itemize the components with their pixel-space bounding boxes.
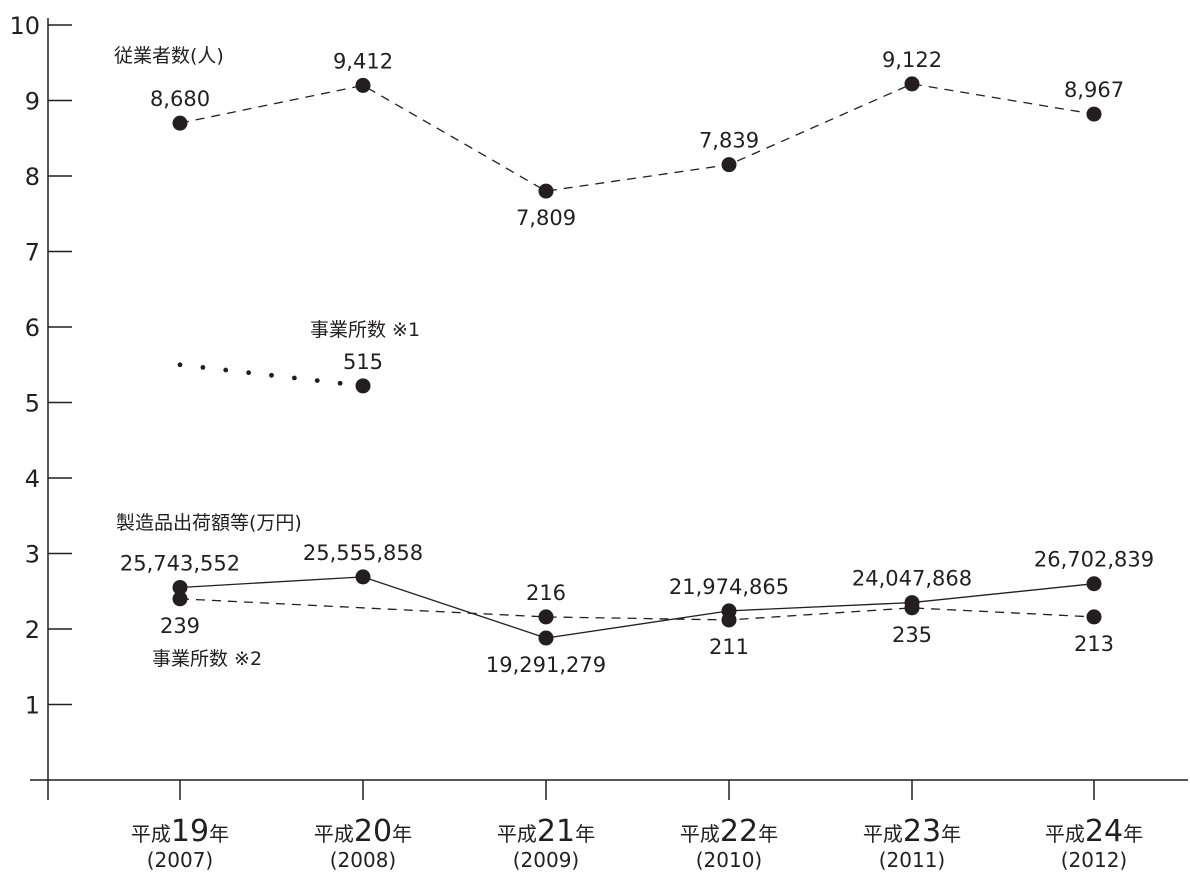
x-tick-year-number: 24 bbox=[1085, 814, 1123, 849]
x-tick-western-year-24: (2012) bbox=[1061, 848, 1128, 872]
x-tick-era: 平成 bbox=[863, 822, 903, 846]
x-tick-western-year-21: (2009) bbox=[513, 848, 580, 872]
x-tick-year-number: 21 bbox=[537, 814, 575, 849]
y-tick-label-7: 7 bbox=[25, 239, 40, 267]
establishments1-point-20 bbox=[355, 378, 371, 394]
series-name-employees: 従業者数(人) bbox=[114, 45, 224, 67]
x-tick-era: 平成 bbox=[1045, 822, 1085, 846]
x-tick-era: 平成 bbox=[680, 822, 720, 846]
employees-point-24 bbox=[1086, 106, 1102, 122]
establishments2-line bbox=[179, 598, 1095, 621]
series-name-establishments1: 事業所数 ※1 bbox=[310, 319, 420, 341]
x-tick-label-21: 平成21年 bbox=[497, 814, 595, 849]
x-tick-era: 平成 bbox=[314, 822, 354, 846]
x-tick-label-19: 平成19年 bbox=[131, 814, 229, 849]
shipments-point-19 bbox=[172, 579, 188, 595]
x-tick-label-22: 平成22年 bbox=[680, 814, 778, 849]
establishments1-line-dot bbox=[314, 378, 320, 384]
establishments2-point-19 bbox=[172, 591, 188, 607]
establishments2-label-24: 213 bbox=[1074, 632, 1114, 656]
shipments-label-21: 19,291,279 bbox=[486, 653, 606, 677]
establishments2-label-21: 216 bbox=[526, 581, 566, 605]
establishments1-line-dot bbox=[337, 380, 343, 386]
establishments2-point-24 bbox=[1086, 609, 1102, 625]
establishments1-line-dot bbox=[223, 367, 229, 373]
establishments1-line-dot bbox=[291, 375, 297, 381]
x-tick-year-number: 23 bbox=[903, 814, 941, 849]
establishments2-point-23 bbox=[904, 600, 920, 616]
data-labels: 8,680 9,412 7,809 7,839 9,122 8,967 515 25,743,… bbox=[120, 48, 1154, 677]
establishments1-label-20: 515 bbox=[343, 350, 383, 374]
employees-label-24: 8,967 bbox=[1064, 78, 1124, 102]
shipments-point-24 bbox=[1086, 576, 1102, 592]
employees-point-23 bbox=[904, 76, 920, 92]
y-tick-label-3: 3 bbox=[25, 541, 40, 569]
x-tick-western-year-19: (2007) bbox=[147, 848, 214, 872]
x-tick-year-suffix: 年 bbox=[575, 822, 595, 846]
shipments-label-20: 25,555,858 bbox=[303, 541, 423, 565]
x-tick-label-23: 平成23年 bbox=[863, 814, 961, 849]
x-tick-era: 平成 bbox=[131, 822, 171, 846]
x-tick-year-suffix: 年 bbox=[392, 822, 412, 846]
establishments2-label-23: 235 bbox=[892, 623, 932, 647]
series-names: 従業者数(人) 事業所数 ※1 製造品出荷額等(万円) 事業所数 ※2 bbox=[114, 45, 420, 670]
shipments-point-21 bbox=[538, 630, 554, 646]
x-tick-year-suffix: 年 bbox=[209, 822, 229, 846]
establishments2-label-22: 211 bbox=[709, 635, 749, 659]
x-tick-year-suffix: 年 bbox=[758, 822, 778, 846]
shipments-label-23: 24,047,868 bbox=[852, 567, 972, 591]
employees-label-21: 7,809 bbox=[516, 206, 576, 230]
establishments2-point-21 bbox=[538, 609, 554, 625]
x-tick-label-24: 平成24年 bbox=[1045, 814, 1143, 849]
employees-point-20 bbox=[355, 77, 371, 93]
x-tick-western-year-20: (2008) bbox=[330, 848, 397, 872]
x-tick-western-year-22: (2010) bbox=[696, 848, 763, 872]
y-tick-label-1: 1 bbox=[25, 692, 40, 720]
shipments-label-19: 25,743,552 bbox=[120, 551, 240, 575]
y-tick-label-6: 6 bbox=[25, 314, 40, 342]
y-tick-label-9: 9 bbox=[25, 88, 40, 116]
employees-label-23: 9,122 bbox=[882, 48, 942, 72]
x-tick-year-suffix: 年 bbox=[1123, 822, 1143, 846]
establishments1-line-dot bbox=[246, 370, 252, 376]
shipments-label-22: 21,974,865 bbox=[669, 575, 789, 599]
establishments2-point-22 bbox=[721, 612, 737, 628]
shipments-point-20 bbox=[355, 569, 371, 585]
employees-label-19: 8,680 bbox=[150, 87, 210, 111]
x-tick-year-suffix: 年 bbox=[941, 822, 961, 846]
employees-label-20: 9,412 bbox=[333, 49, 393, 73]
establishments1-line-dot bbox=[177, 362, 183, 368]
y-tick-label-4: 4 bbox=[25, 465, 40, 493]
establishments2-label-19: 239 bbox=[160, 614, 200, 638]
employees-point-19 bbox=[172, 115, 188, 131]
x-tick-year-number: 19 bbox=[171, 814, 209, 849]
establishments1-line-dot bbox=[269, 372, 274, 378]
employees-line bbox=[179, 83, 1095, 192]
x-tick-year-number: 22 bbox=[720, 814, 758, 849]
shipments-label-24: 26,702,839 bbox=[1034, 548, 1154, 572]
series-name-shipments: 製造品出荷額等(万円) bbox=[116, 512, 302, 534]
shipments-line bbox=[179, 576, 1095, 639]
axes bbox=[30, 18, 1188, 800]
x-ticks: 平成19年(2007)平成20年(2008)平成21年(2009)平成22年(2… bbox=[131, 780, 1143, 872]
y-ticks: 1 2 3 4 5 6 7 8 9 10 bbox=[9, 12, 72, 720]
y-tick-label-5: 5 bbox=[25, 390, 40, 418]
y-tick-label-10: 10 bbox=[9, 12, 40, 40]
series-points bbox=[172, 76, 1102, 646]
series-name-establishments2: 事業所数 ※2 bbox=[152, 648, 262, 670]
y-tick-label-8: 8 bbox=[25, 163, 40, 191]
employees-point-22 bbox=[721, 157, 737, 173]
x-tick-era: 平成 bbox=[497, 822, 537, 846]
x-tick-label-20: 平成20年 bbox=[314, 814, 412, 849]
y-tick-label-2: 2 bbox=[25, 616, 40, 644]
establishments1-line-dot bbox=[200, 364, 206, 370]
employees-point-21 bbox=[538, 183, 554, 199]
x-tick-western-year-23: (2011) bbox=[879, 848, 946, 872]
x-tick-year-number: 20 bbox=[354, 814, 392, 849]
employees-label-22: 7,839 bbox=[699, 129, 759, 153]
